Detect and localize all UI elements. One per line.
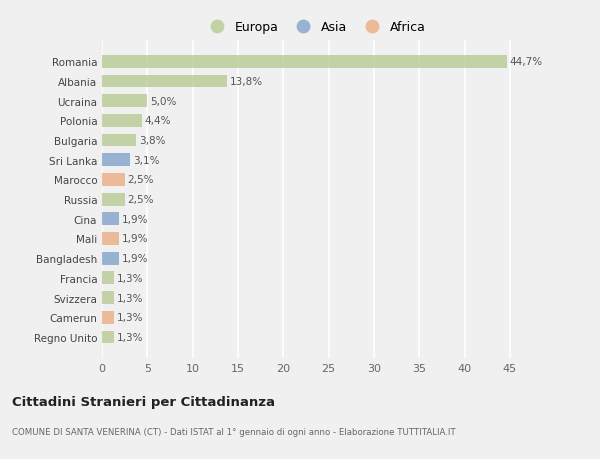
Bar bbox=[102, 233, 119, 246]
Text: 2,5%: 2,5% bbox=[127, 175, 154, 185]
Text: 1,3%: 1,3% bbox=[116, 293, 143, 303]
Bar bbox=[102, 56, 507, 68]
Text: 5,0%: 5,0% bbox=[150, 96, 176, 106]
Text: 1,9%: 1,9% bbox=[122, 254, 148, 263]
Bar bbox=[102, 115, 142, 128]
Bar bbox=[102, 311, 114, 324]
Text: Cittadini Stranieri per Cittadinanza: Cittadini Stranieri per Cittadinanza bbox=[12, 395, 275, 408]
Bar bbox=[102, 291, 114, 304]
Bar bbox=[102, 134, 136, 147]
Bar bbox=[102, 213, 119, 226]
Text: 4,4%: 4,4% bbox=[145, 116, 171, 126]
Text: 3,8%: 3,8% bbox=[139, 136, 166, 146]
Text: 1,9%: 1,9% bbox=[122, 214, 148, 224]
Bar bbox=[102, 252, 119, 265]
Bar bbox=[102, 95, 148, 108]
Text: 13,8%: 13,8% bbox=[230, 77, 263, 87]
Bar bbox=[102, 154, 130, 167]
Legend: Europa, Asia, Africa: Europa, Asia, Africa bbox=[199, 16, 431, 39]
Text: 2,5%: 2,5% bbox=[127, 195, 154, 205]
Text: 44,7%: 44,7% bbox=[510, 57, 543, 67]
Bar bbox=[102, 75, 227, 88]
Bar bbox=[102, 193, 125, 206]
Text: COMUNE DI SANTA VENERINA (CT) - Dati ISTAT al 1° gennaio di ogni anno - Elaboraz: COMUNE DI SANTA VENERINA (CT) - Dati IST… bbox=[12, 427, 455, 436]
Text: 3,1%: 3,1% bbox=[133, 155, 160, 165]
Text: 1,3%: 1,3% bbox=[116, 313, 143, 323]
Bar bbox=[102, 272, 114, 285]
Text: 1,3%: 1,3% bbox=[116, 332, 143, 342]
Bar bbox=[102, 331, 114, 344]
Text: 1,9%: 1,9% bbox=[122, 234, 148, 244]
Bar bbox=[102, 174, 125, 186]
Text: 1,3%: 1,3% bbox=[116, 273, 143, 283]
